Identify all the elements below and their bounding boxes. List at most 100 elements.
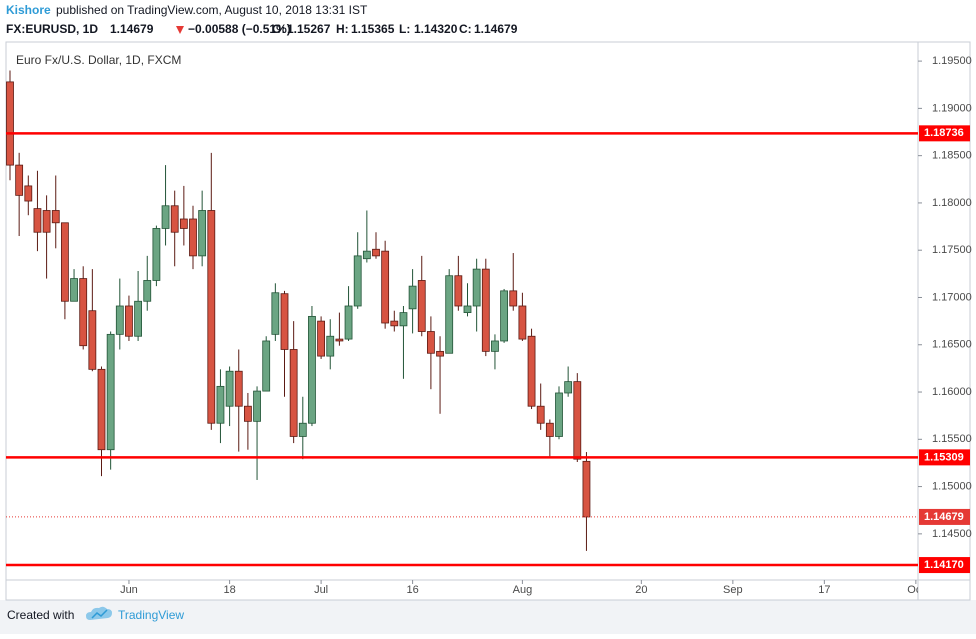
level-label: 1.18736 <box>924 127 964 139</box>
candle-body <box>372 248 380 257</box>
candle-body <box>335 338 344 342</box>
level-label: 1.15309 <box>924 451 964 463</box>
footer-created: Created with <box>7 608 74 622</box>
y-axis: 1.14500 1.15000 1.15500 1.16000 1.16500 1.170… <box>918 55 972 574</box>
candle-body <box>170 205 179 233</box>
candle-body <box>271 292 280 335</box>
candle-body <box>253 390 261 422</box>
candle-body <box>298 422 307 437</box>
ohlc-key: O: <box>272 22 285 36</box>
candle-body <box>445 275 454 354</box>
candle-body <box>243 405 252 422</box>
candle-body <box>381 250 390 324</box>
change: −0.00588 (−0.51%) <box>188 22 291 36</box>
candle-body <box>491 340 499 352</box>
candle-body <box>472 268 481 307</box>
y-tick-label: 1.18000 <box>932 197 972 209</box>
x-tick-label: Aug <box>513 584 533 596</box>
x-tick-label: Jul <box>314 584 328 596</box>
candle-body <box>234 370 243 407</box>
logo-line <box>91 609 108 619</box>
published: published on TradingView.com, August 10,… <box>56 3 368 17</box>
ohlc-value: 1.15267 <box>287 22 331 36</box>
candle-body <box>500 290 509 342</box>
candle-body <box>573 381 582 460</box>
candle-body <box>454 275 463 307</box>
candle-body <box>79 278 88 347</box>
candle-body <box>216 385 225 424</box>
last-price-box <box>919 508 970 525</box>
candle-body <box>33 208 42 233</box>
candle-body <box>308 315 316 424</box>
candle-body <box>106 333 115 451</box>
candle-body <box>61 222 69 302</box>
x-tick-label: 18 <box>223 584 235 596</box>
symbol: FX:EURUSD, 1D <box>6 22 98 36</box>
candle-body <box>15 164 24 196</box>
candle-body <box>564 381 573 394</box>
level-label-box <box>919 557 970 574</box>
footer-brand[interactable]: TradingView <box>118 608 184 622</box>
y-tick-label: 1.16000 <box>932 386 972 398</box>
x-tick-label: Jun <box>120 584 138 596</box>
candle-body <box>51 210 60 224</box>
y-tick-label: 1.16500 <box>932 339 972 351</box>
candle-body <box>344 305 353 340</box>
candle-body <box>509 290 518 307</box>
chart-title: Euro Fx/U.S. Dollar, 1D, FXCM <box>16 53 181 67</box>
candle-body <box>326 335 335 357</box>
x-tick-label: 16 <box>406 584 418 596</box>
candle-body <box>317 320 326 357</box>
down-arrow <box>176 26 184 34</box>
candle-body <box>545 422 554 437</box>
candle-body <box>70 278 78 302</box>
candle-body <box>262 340 271 392</box>
ohlc: O: 1.15267 H: 1.15365 L: 1.14320 C: 1.14679 <box>272 22 518 36</box>
level-label-box <box>919 125 970 142</box>
candle-body <box>527 335 536 407</box>
y-tick-label: 1.17000 <box>932 291 972 303</box>
ohlc-key: H: <box>336 22 349 36</box>
candle-body <box>152 228 161 281</box>
candle-body <box>582 460 591 518</box>
candle-body <box>362 250 371 260</box>
y-tick-label: 1.19500 <box>932 55 972 67</box>
last-price-label: 1.14679 <box>924 511 964 523</box>
x-axis: Jun 18 Jul 16 Aug 20 Sep 17 Oct <box>120 580 924 596</box>
candle-body <box>6 81 14 166</box>
candle-body <box>536 405 545 424</box>
candle-body <box>399 312 408 327</box>
candle-body <box>225 370 234 407</box>
y-tick-label: 1.15500 <box>932 433 972 445</box>
candle-body <box>24 185 33 202</box>
candle-body <box>417 280 426 332</box>
ohlc-value: 1.14679 <box>474 22 518 36</box>
candle-body <box>518 305 527 340</box>
y-tick-label: 1.17500 <box>932 244 972 256</box>
candle-body <box>115 305 124 335</box>
candle-body <box>42 210 51 233</box>
candle-body <box>481 268 490 352</box>
candle-body <box>390 320 399 327</box>
candle-body <box>207 210 216 424</box>
chart-frame <box>5 41 971 601</box>
ohlc-key: L: <box>399 22 410 36</box>
y-tick-label: 1.18500 <box>932 150 972 162</box>
candle-body <box>408 285 417 310</box>
x-tick-label: 17 <box>818 584 830 596</box>
y-tick-label: 1.19000 <box>932 102 972 114</box>
candle-body <box>463 305 472 314</box>
candle-body <box>555 392 563 437</box>
candle-body <box>289 349 298 437</box>
x-tick-label: Oct <box>907 584 924 596</box>
candle-body <box>179 218 188 229</box>
y-tick-label: 1.14500 <box>932 528 972 540</box>
candle-body <box>353 255 362 307</box>
y-tick-label: 1.15000 <box>932 480 972 492</box>
last-price: 1.14679 <box>110 22 154 36</box>
candle-body <box>198 210 207 257</box>
plot <box>6 70 918 567</box>
author[interactable]: Kishore <box>6 3 51 17</box>
